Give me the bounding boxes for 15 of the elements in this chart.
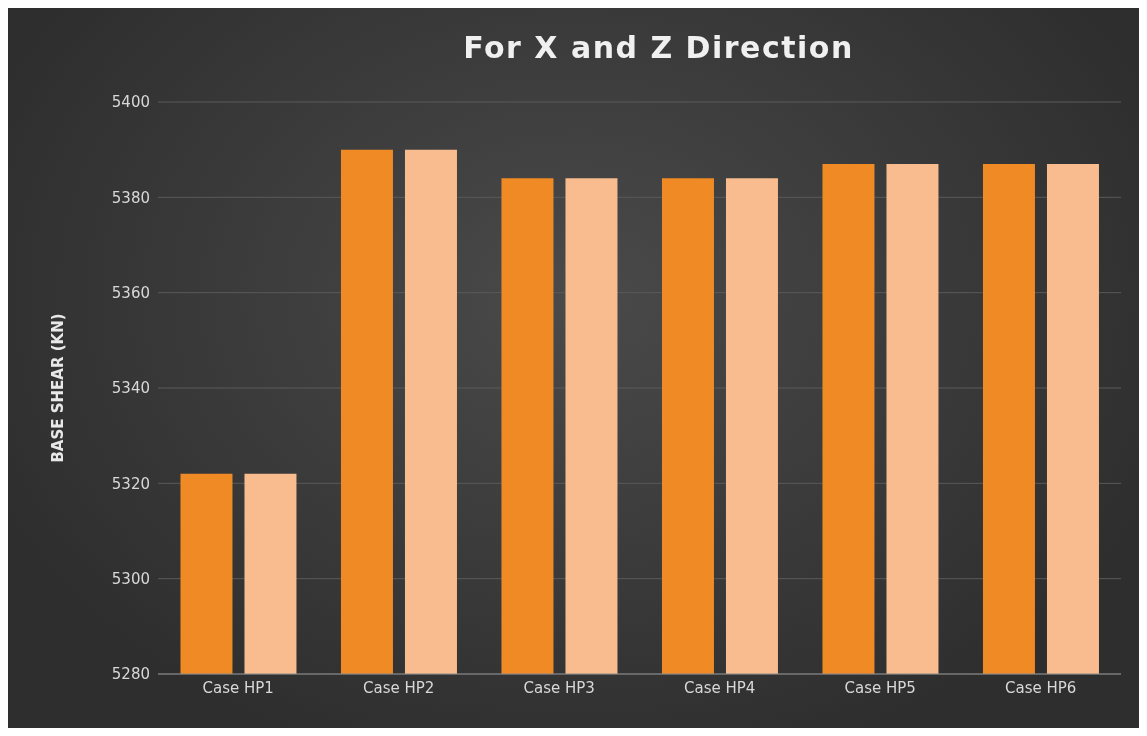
x-tick-label: Case HP1 bbox=[202, 678, 274, 697]
y-tick-label: 5380 bbox=[111, 188, 150, 207]
chart-title: For X and Z Direction bbox=[462, 30, 855, 65]
y-tick-label: 5280 bbox=[111, 665, 150, 684]
x-tick-label: Case HP6 bbox=[1005, 678, 1077, 697]
x-tick-label: Case HP4 bbox=[684, 678, 756, 697]
y-tick-label: 5360 bbox=[111, 283, 150, 302]
y-tick-label: 5340 bbox=[111, 379, 150, 398]
y-tick-label: 5320 bbox=[111, 474, 150, 493]
y-tick-label: 5400 bbox=[111, 93, 150, 112]
x-tick-label: Case HP5 bbox=[844, 678, 916, 697]
x-tick-label: Case HP2 bbox=[363, 678, 435, 697]
y-tick-label: 5300 bbox=[111, 569, 150, 588]
y-axis-title: BASE SHEAR (KN) bbox=[49, 313, 68, 463]
x-tick-label: Case HP3 bbox=[523, 678, 595, 697]
